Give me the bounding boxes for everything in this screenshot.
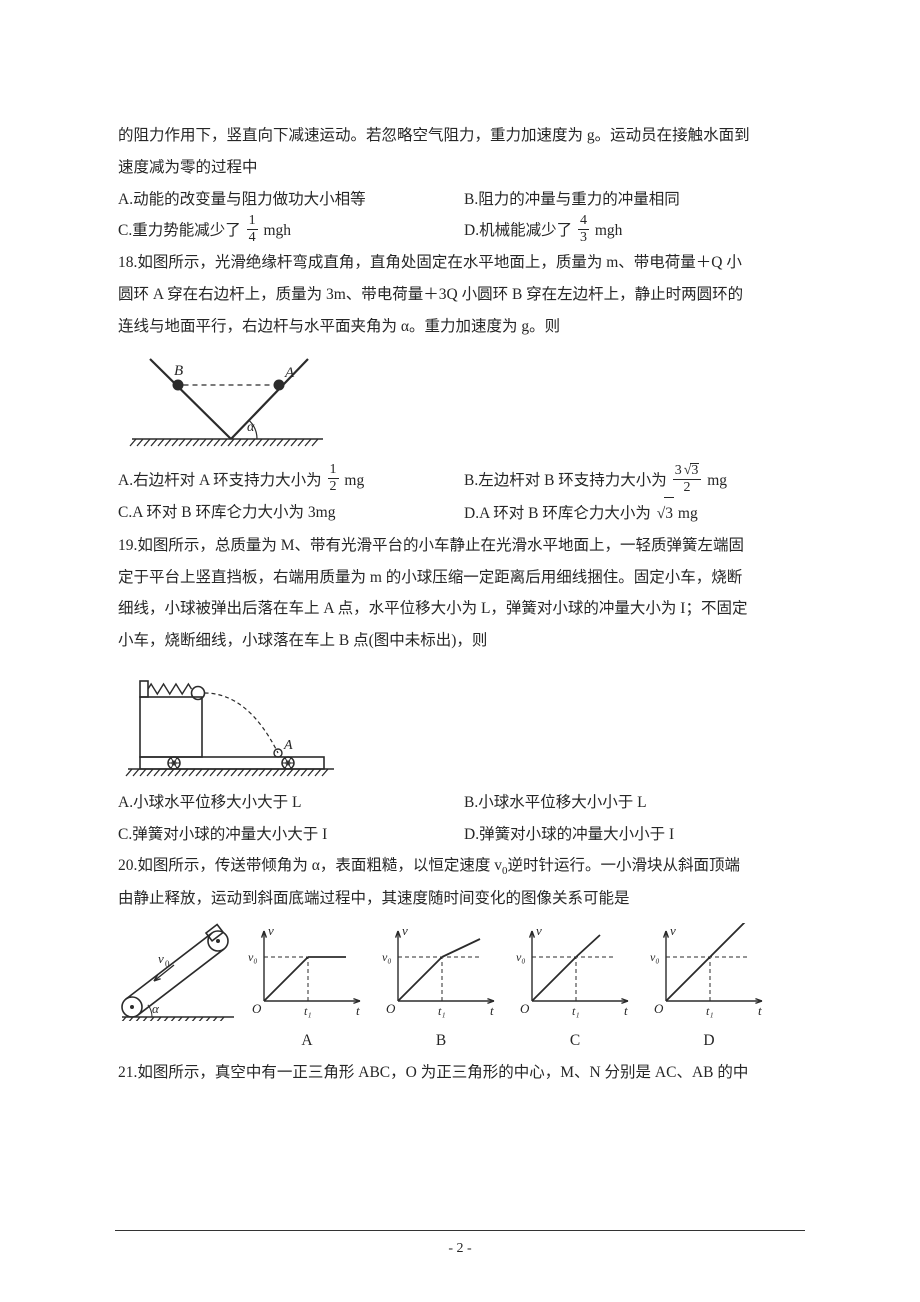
q19-option-d: D.弹簧对小球的冲量大小小于 I: [464, 819, 810, 851]
q17-stem-line1: 的阻力作用下，竖直向下减速运动。若忽略空气阻力，重力加速度为 g。运动员在接触水…: [118, 120, 810, 152]
q18-options-row2: C.A 环对 B 环库仑力大小为 3mg D.A 环对 B 环库仑力大小为 3 …: [118, 497, 810, 530]
q17-optc-pre: C.重力势能减少了: [118, 222, 241, 239]
q20-figure: v0α vtOv₀t₁ vtOv₀t₁ vtOv₀t₁ vtOv₀t₁: [118, 923, 810, 1021]
svg-text:α: α: [247, 420, 255, 435]
q17-optd-fraction: 4 3: [578, 214, 589, 245]
q19-option-c: C.弹簧对小球的冲量大小大于 I: [118, 819, 464, 851]
q20-chart-a: v t Ov₀ t₁: [242, 923, 372, 1021]
svg-text:O: O: [252, 1001, 262, 1016]
svg-text:t: t: [490, 1003, 494, 1018]
q19-options-row2: C.弹簧对小球的冲量大小大于 I D.弹簧对小球的冲量大小小于 I: [118, 819, 810, 851]
q19-stem-line4: 小车，烧断细线，小球落在车上 B 点(图中未标出)，则: [118, 625, 810, 657]
q18-option-a: A.右边杆对 A 环支持力大小为 1 2 mg: [118, 465, 464, 497]
q17-optd-post: mgh: [591, 222, 622, 239]
q18-figure: B Aα: [118, 351, 810, 461]
svg-text:O: O: [386, 1001, 396, 1016]
svg-text:t₁: t₁: [304, 1004, 312, 1018]
svg-text:v₀: v₀: [248, 950, 258, 964]
page-number: - 2 -: [448, 1241, 471, 1256]
q19-stem-line1: 19.如图所示，总质量为 M、带有光滑平台的小车静止在光滑水平地面上，一轻质弹簧…: [118, 530, 810, 562]
svg-text:B: B: [174, 363, 183, 379]
svg-text:α: α: [152, 1001, 160, 1016]
q21-stem-line1: 21.如图所示，真空中有一正三角形 ABC，O 为正三角形的中心，M、N 分别是…: [118, 1057, 810, 1089]
svg-text:v₀: v₀: [382, 950, 392, 964]
svg-text:v: v: [536, 923, 542, 938]
q20-label-a: A: [242, 1025, 372, 1057]
q17-option-a: A.动能的改变量与阻力做功大小相等: [118, 184, 464, 216]
q17-stem-line2: 速度减为零的过程中: [118, 152, 810, 184]
svg-text:t₁: t₁: [438, 1004, 446, 1018]
q18-opta-fraction: 1 2: [328, 463, 339, 494]
q17-option-d: D.机械能减少了 4 3 mgh: [464, 215, 810, 247]
svg-text:A: A: [283, 738, 293, 753]
q18-stem-line2: 圆环 A 穿在右边杆上，质量为 3m、带电荷量＋3Q 小圆环 B 穿在左边杆上，…: [118, 279, 810, 311]
q19-figure: A: [118, 665, 810, 783]
svg-text:v: v: [670, 923, 676, 938]
q17-optd-pre: D.机械能减少了: [464, 222, 572, 239]
q18-stem-line1: 18.如图所示，光滑绝缘杆弯成直角，直角处固定在水平地面上，质量为 m、带电荷量…: [118, 247, 810, 279]
q20-label-c: C: [510, 1025, 640, 1057]
svg-text:O: O: [654, 1001, 664, 1016]
svg-text:t₁: t₁: [572, 1004, 580, 1018]
svg-text:A: A: [284, 365, 295, 381]
q20-label-b: B: [376, 1025, 506, 1057]
q18-options-row1: A.右边杆对 A 环支持力大小为 1 2 mg B.左边杆对 B 环支持力大小为…: [118, 465, 810, 497]
q17-option-c: C.重力势能减少了 1 4 mgh: [118, 215, 464, 247]
svg-text:t: t: [758, 1003, 762, 1018]
q17-option-b: B.阻力的冲量与重力的冲量相同: [464, 184, 810, 216]
page: 的阻力作用下，竖直向下减速运动。若忽略空气阻力，重力加速度为 g。运动员在接触水…: [0, 0, 920, 1300]
q20-stem-line2: 由静止释放，运动到斜面底端过程中，其速度随时间变化的图像关系可能是: [118, 883, 810, 915]
page-footer: - 2 -: [0, 1230, 920, 1264]
q18-option-c: C.A 环对 B 环库仑力大小为 3mg: [118, 497, 464, 530]
q18-option-d: D.A 环对 B 环库仑力大小为 3 mg: [464, 497, 810, 530]
svg-text:v: v: [402, 923, 408, 938]
svg-text:v: v: [268, 923, 274, 938]
q19-stem-line3: 细线，小球被弹出后落在车上 A 点，水平位移大小为 L，弹簧对小球的冲量大小为 …: [118, 593, 810, 625]
q18-optb-fraction: 33 2: [673, 463, 702, 495]
svg-text:t₁: t₁: [706, 1004, 714, 1018]
q20-chart-b: v t Ov₀ t₁: [376, 923, 506, 1021]
q20-label-d: D: [644, 1025, 774, 1057]
svg-text:v₀: v₀: [516, 950, 526, 964]
svg-text:0: 0: [165, 959, 170, 969]
q18-stem-line3: 连线与地面平行，右边杆与水平面夹角为 α。重力加速度为 g。则: [118, 311, 810, 343]
q20-stem-line1: 20.如图所示，传送带倾角为 α，表面粗糙，以恒定速度 v0逆时针运行。一小滑块…: [118, 850, 810, 883]
q18-option-b: B.左边杆对 B 环支持力大小为 33 2 mg: [464, 465, 810, 497]
q17-options-row1: A.动能的改变量与阻力做功大小相等 B.阻力的冲量与重力的冲量相同: [118, 184, 810, 216]
q17-optc-post: mgh: [260, 222, 291, 239]
sqrt-icon: 3: [682, 463, 700, 478]
q19-options-row1: A.小球水平位移大小大于 L B.小球水平位移大小小于 L: [118, 787, 810, 819]
q19-stem-line2: 定于平台上竖直挡板，右端用质量为 m 的小球压缩一定距离后用细线捆住。固定小车，…: [118, 562, 810, 594]
q17-options-row2: C.重力势能减少了 1 4 mgh D.机械能减少了 4 3 mgh: [118, 215, 810, 247]
q19-option-b: B.小球水平位移大小小于 L: [464, 787, 810, 819]
q19-diagram-svg: A: [118, 665, 344, 783]
sqrt-icon: 3: [655, 497, 674, 530]
svg-text:t: t: [356, 1003, 360, 1018]
q20-panel-labels: A B C D: [118, 1025, 810, 1057]
q20-chart-d: v t Ov₀ t₁: [644, 923, 774, 1021]
q17-optc-fraction: 1 4: [247, 214, 258, 245]
footer-rule: [115, 1230, 805, 1231]
svg-text:v₀: v₀: [650, 950, 660, 964]
svg-text:O: O: [520, 1001, 530, 1016]
q19-option-a: A.小球水平位移大小大于 L: [118, 787, 464, 819]
q18-diagram-svg: B Aα: [118, 351, 333, 461]
svg-text:t: t: [624, 1003, 628, 1018]
q20-belt-diagram: v0 α: [118, 923, 238, 1021]
q20-chart-c: v t Ov₀ t₁: [510, 923, 640, 1021]
svg-text:v: v: [158, 951, 164, 966]
